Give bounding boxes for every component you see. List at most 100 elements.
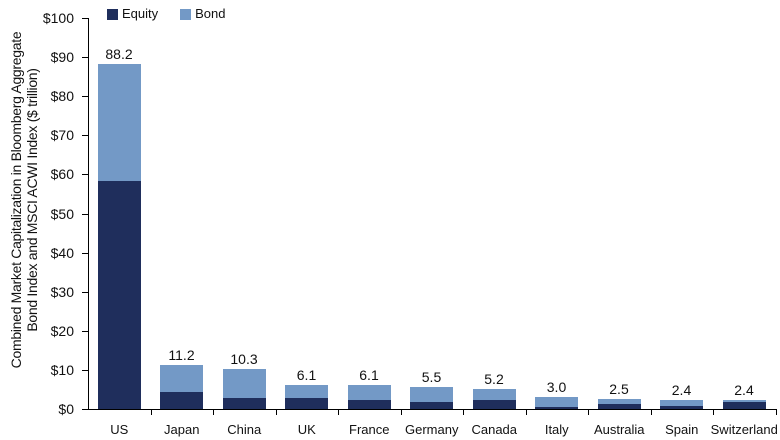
bar-china xyxy=(222,368,266,409)
category-label: UK xyxy=(297,422,316,437)
bar-japan xyxy=(160,365,204,409)
category-label: Japan xyxy=(164,422,200,437)
bar-switzerland xyxy=(722,399,766,409)
x-tick-mark xyxy=(651,409,652,415)
bar-canada xyxy=(472,388,516,409)
y-tick-mark xyxy=(82,292,88,293)
y-tick-mark xyxy=(82,135,88,136)
y-axis-title: Combined Market Capitalization in Bloomb… xyxy=(0,0,48,440)
bond-swatch-icon xyxy=(180,8,192,20)
legend-item-bond: Bond xyxy=(180,6,226,21)
y-tick-label: $10 xyxy=(50,362,74,378)
total-value-label: 10.3 xyxy=(230,350,258,367)
bond-segment xyxy=(285,385,329,399)
y-axis-line xyxy=(88,18,89,410)
bar-uk xyxy=(285,385,329,409)
category-label: France xyxy=(349,422,390,437)
bond-segment xyxy=(160,365,204,393)
bar-germany xyxy=(410,387,454,409)
y-tick-label: $60 xyxy=(50,166,74,182)
equity-segment xyxy=(97,180,141,409)
x-tick-mark xyxy=(588,409,589,415)
y-tick-label: $40 xyxy=(50,245,74,261)
equity-segment xyxy=(472,399,516,409)
category-label: Italy xyxy=(544,422,569,437)
y-tick-label: $70 xyxy=(50,127,74,143)
x-tick-mark xyxy=(713,409,714,415)
y-axis-title-line-1: Combined Market Capitalization in Bloomb… xyxy=(8,31,24,369)
bond-segment xyxy=(535,397,579,407)
legend-label-bond: Bond xyxy=(195,6,226,21)
equity-segment xyxy=(597,404,641,409)
y-tick-label: $30 xyxy=(50,284,74,300)
y-tick-label: $100 xyxy=(42,10,74,26)
x-tick-mark xyxy=(276,409,277,415)
equity-segment xyxy=(660,406,704,409)
legend: Equity Bond xyxy=(107,7,226,21)
equity-segment xyxy=(347,400,391,409)
bar-france xyxy=(347,385,391,409)
y-tick-label: $50 xyxy=(50,206,74,222)
equity-segment xyxy=(160,392,204,409)
x-tick-mark xyxy=(776,409,777,415)
category-label: Switzerland xyxy=(710,422,778,437)
x-tick-mark xyxy=(401,409,402,415)
y-tick-mark xyxy=(82,331,88,332)
y-axis-title-line-2: Bond Index and MSCI ACWI Index ($ trilli… xyxy=(24,68,40,332)
category-label: Germany xyxy=(405,422,459,437)
equity-segment xyxy=(285,398,329,409)
bond-segment xyxy=(347,385,391,401)
legend-item-equity: Equity xyxy=(107,7,158,21)
bond-segment xyxy=(722,399,766,403)
category-label: China xyxy=(227,422,262,437)
bar-spain xyxy=(660,399,704,409)
y-tick-label: $0 xyxy=(58,401,74,417)
bond-segment xyxy=(597,399,641,405)
category-label: Australia xyxy=(593,422,645,437)
total-value-label: 2.4 xyxy=(734,381,754,398)
total-value-label: 3.0 xyxy=(546,379,567,396)
y-tick-mark xyxy=(82,370,88,371)
x-tick-mark xyxy=(338,409,339,415)
bar-us xyxy=(97,64,141,409)
y-tick-label: $90 xyxy=(50,49,74,65)
equity-segment xyxy=(535,406,579,409)
bond-segment xyxy=(410,387,454,402)
bond-segment xyxy=(97,64,141,181)
total-value-label: 5.2 xyxy=(484,370,504,387)
equity-swatch-icon xyxy=(107,8,118,20)
y-tick-mark xyxy=(82,253,88,254)
x-tick-mark xyxy=(526,409,527,415)
equity-segment xyxy=(722,402,766,409)
x-tick-mark xyxy=(463,409,464,415)
x-tick-mark xyxy=(213,409,214,415)
equity-segment xyxy=(222,398,266,409)
bond-segment xyxy=(472,388,516,400)
total-value-label: 6.1 xyxy=(359,367,379,384)
x-axis-line xyxy=(88,409,776,410)
y-tick-mark xyxy=(82,57,88,58)
category-label: US xyxy=(110,422,129,437)
x-tick-mark xyxy=(151,409,152,415)
category-label: Canada xyxy=(471,422,518,437)
total-value-label: 11.2 xyxy=(168,347,195,364)
total-value-label: 88.2 xyxy=(105,46,133,63)
total-value-label: 5.5 xyxy=(421,369,442,386)
legend-label-equity: Equity xyxy=(122,6,159,21)
y-tick-label: $80 xyxy=(50,88,74,104)
y-tick-mark xyxy=(82,174,88,175)
bar-australia xyxy=(597,399,641,409)
y-tick-mark xyxy=(82,18,88,19)
total-value-label: 6.1 xyxy=(296,367,317,384)
total-value-label: 2.5 xyxy=(609,381,629,398)
equity-segment xyxy=(410,401,454,409)
y-tick-mark xyxy=(82,214,88,215)
bond-segment xyxy=(660,399,704,407)
y-tick-mark xyxy=(82,409,88,410)
y-tick-label: $20 xyxy=(50,323,74,339)
y-tick-mark xyxy=(82,96,88,97)
category-label: Spain xyxy=(665,422,699,437)
total-value-label: 2.4 xyxy=(671,381,692,398)
bar-italy xyxy=(535,397,579,409)
bond-segment xyxy=(222,368,266,399)
